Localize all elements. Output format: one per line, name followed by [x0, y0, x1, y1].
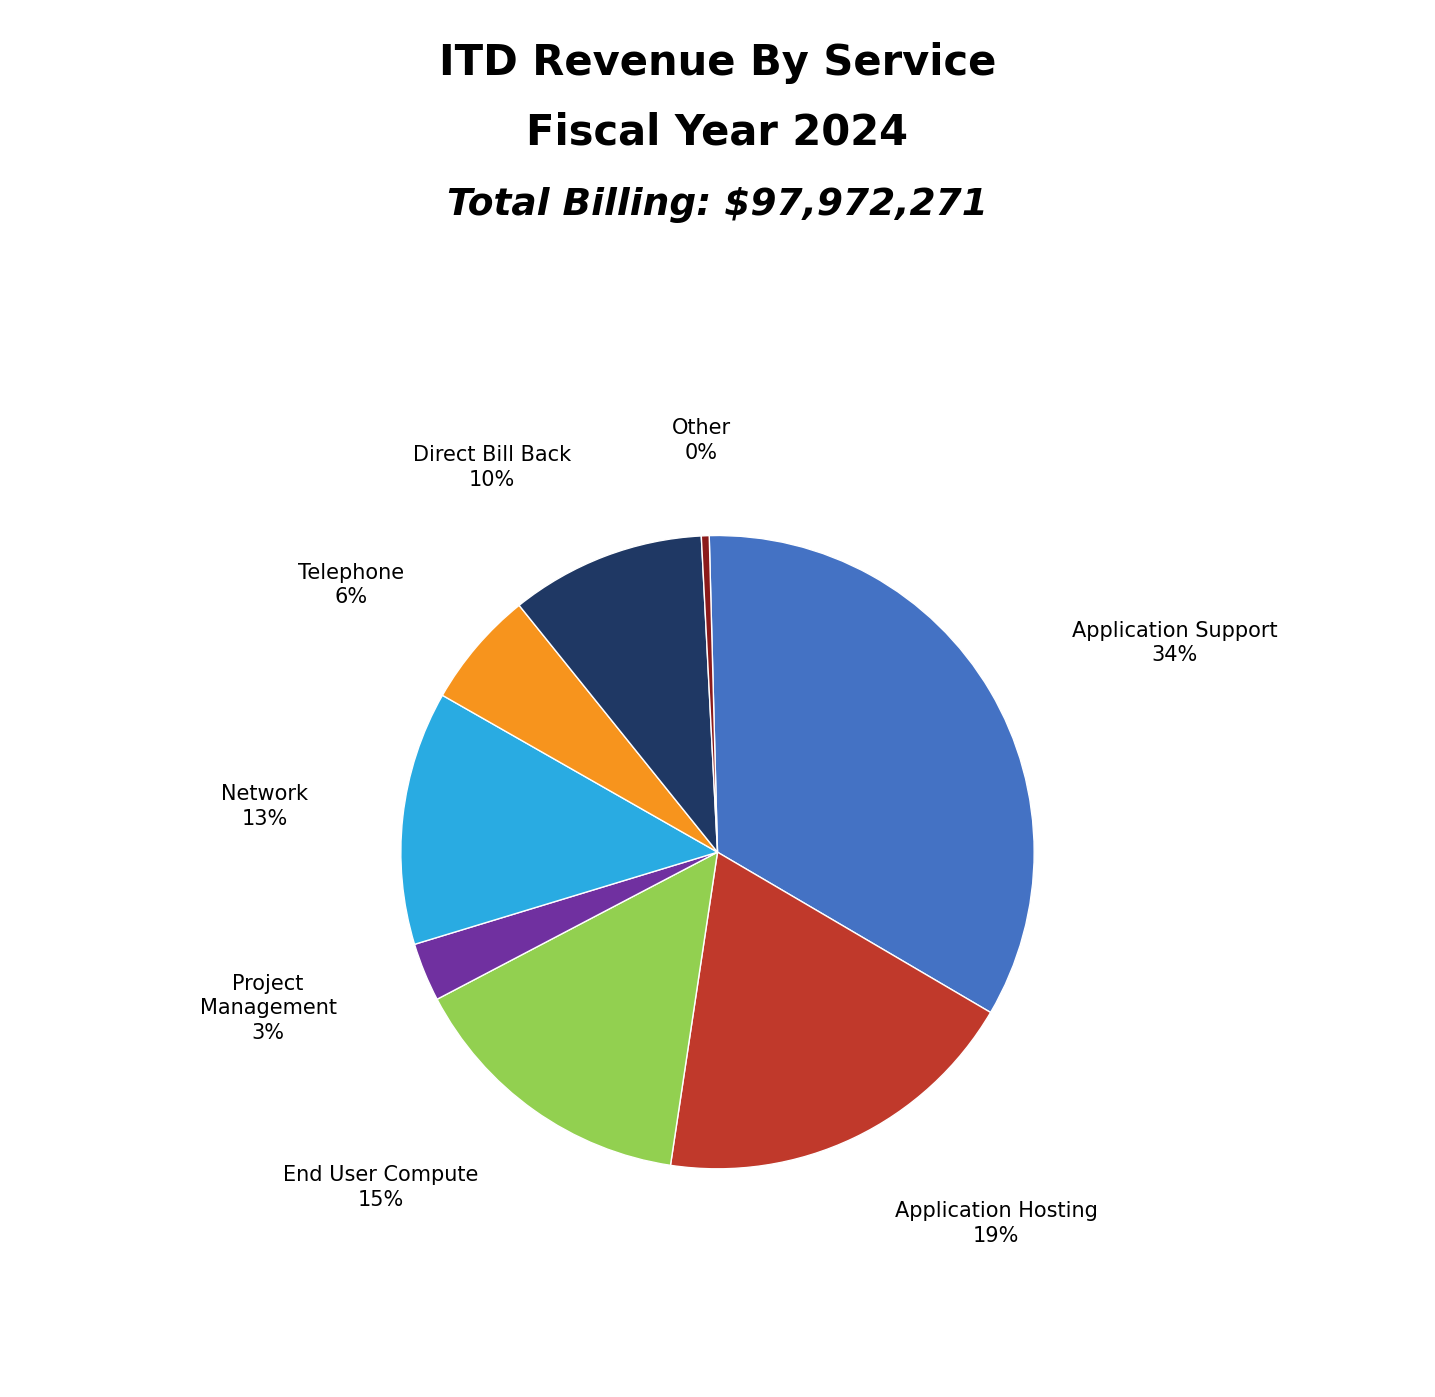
Wedge shape — [415, 852, 718, 999]
Text: Fiscal Year 2024: Fiscal Year 2024 — [527, 112, 908, 154]
Wedge shape — [709, 535, 1035, 1013]
Wedge shape — [400, 696, 718, 944]
Text: Other
0%: Other 0% — [672, 419, 732, 464]
Wedge shape — [702, 535, 718, 852]
Text: Network
13%: Network 13% — [221, 784, 309, 828]
Text: Direct Bill Back
10%: Direct Bill Back 10% — [413, 446, 571, 490]
Wedge shape — [519, 536, 718, 852]
Text: Total Billing: $97,972,271: Total Billing: $97,972,271 — [448, 187, 987, 224]
Wedge shape — [442, 605, 718, 852]
Text: Application Hosting
19%: Application Hosting 19% — [895, 1201, 1098, 1246]
Wedge shape — [438, 852, 718, 1165]
Text: Project
Management
3%: Project Management 3% — [199, 974, 337, 1044]
Text: End User Compute
15%: End User Compute 15% — [284, 1165, 479, 1210]
Text: Telephone
6%: Telephone 6% — [298, 563, 405, 608]
Text: ITD Revenue By Service: ITD Revenue By Service — [439, 42, 996, 84]
Wedge shape — [670, 852, 990, 1169]
Text: Application Support
34%: Application Support 34% — [1072, 620, 1277, 665]
